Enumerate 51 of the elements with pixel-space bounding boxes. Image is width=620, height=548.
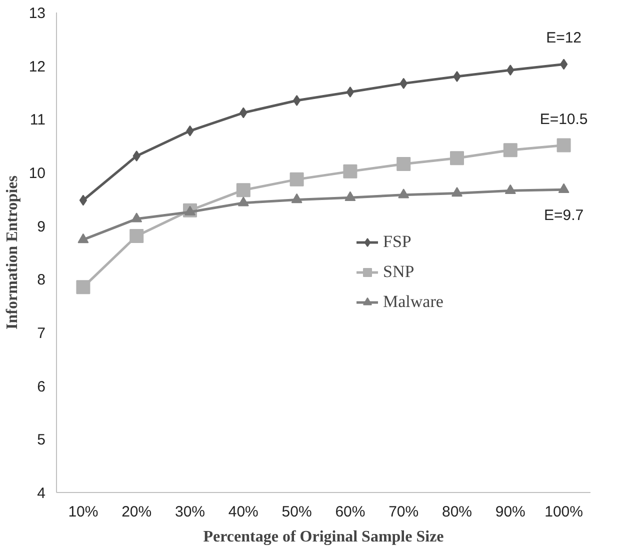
point (79, 194, 88, 206)
y-tick-label: 13 (28, 5, 46, 22)
legend-label: FSP (383, 232, 412, 252)
point (503, 143, 518, 158)
x-tick-label: 20% (122, 504, 152, 520)
legend-label: SNP (383, 262, 414, 282)
x-tick-label: 40% (228, 504, 258, 520)
point (290, 172, 304, 186)
y-tick-label: 11 (30, 112, 46, 129)
annotation: E=9.7 (544, 207, 584, 224)
y-tick-label: 4 (37, 485, 46, 502)
point (452, 187, 462, 197)
point (346, 86, 354, 98)
point (453, 71, 461, 82)
y-tick-label: 8 (37, 272, 46, 289)
y-tick-label: 6 (37, 378, 46, 396)
legend-label: Malware (383, 292, 444, 312)
y-tick-label: 12 (28, 58, 46, 76)
y-tick-label: 10 (28, 165, 46, 182)
point (504, 184, 516, 194)
x-tick-label: 60% (335, 504, 366, 520)
point (238, 196, 249, 206)
point (560, 58, 568, 70)
point (236, 183, 250, 198)
point (450, 151, 464, 166)
x-tick-label: 100% (544, 504, 583, 520)
point (344, 191, 356, 201)
x-tick-label: 50% (282, 504, 312, 520)
y-tick-label: 7 (37, 325, 46, 342)
annotation: E=10.5 (540, 110, 588, 128)
point (78, 233, 89, 244)
y-tick-label: 9 (37, 218, 46, 236)
point (396, 156, 411, 171)
x-tick-label: 30% (174, 504, 206, 520)
x-tick-label: 10% (68, 504, 98, 520)
point (130, 228, 144, 243)
x-tick-label: 90% (495, 504, 526, 520)
point (76, 280, 90, 294)
y-tick-label: 5 (37, 432, 46, 449)
point (558, 183, 570, 193)
point (343, 164, 358, 178)
point (398, 188, 410, 198)
point (556, 138, 571, 152)
x-axis-title: Percentage of Original Sample Size (203, 528, 444, 546)
point (131, 212, 142, 222)
annotation: E=12 (546, 30, 582, 47)
x-tick-label: 80% (442, 504, 472, 520)
y-axis-title: Information Entropies (4, 176, 21, 330)
x-tick-label: 70% (388, 504, 419, 520)
point (291, 193, 302, 204)
point (292, 95, 301, 106)
